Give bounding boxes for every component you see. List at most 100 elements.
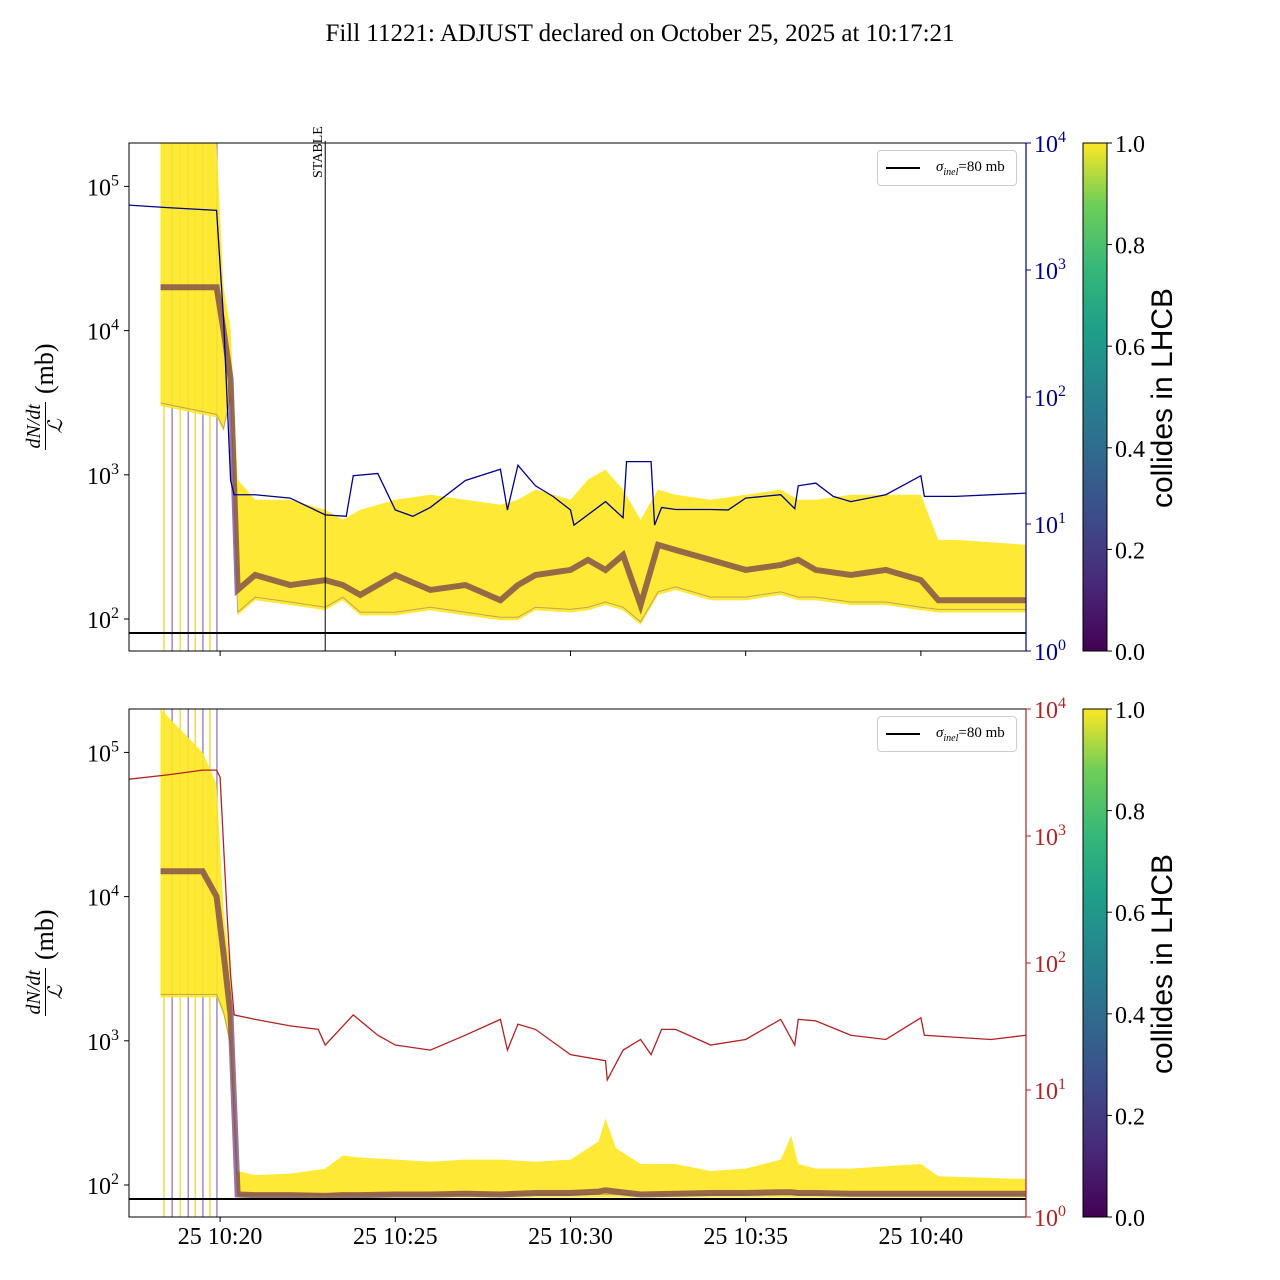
tick-base: 10 <box>1034 1206 1058 1232</box>
ytick-right-label: 102 <box>1034 949 1066 978</box>
bottom-ylabel: dN/dt ℒ (mb) <box>22 863 67 1063</box>
top-legend: σinel=80 mb <box>877 150 1017 186</box>
colorbar-tick-label: 0.6 <box>1115 335 1145 361</box>
tick-exponent: 4 <box>111 317 119 334</box>
ytick-left-label: 103 <box>87 1027 119 1056</box>
tick-base: 10 <box>87 320 111 346</box>
tick-exponent: 2 <box>111 605 119 622</box>
figure-title: Fill 11221: ADJUST declared on October 2… <box>325 20 955 47</box>
tick-base: 10 <box>87 1174 111 1200</box>
plot-area <box>129 709 1026 1217</box>
ylabel-numerator: dN/dt <box>22 968 46 1017</box>
legend-line-swatch <box>886 733 920 735</box>
plot-area <box>129 143 1026 651</box>
tick-exponent: 2 <box>1058 949 1066 966</box>
ylabel-denominator: ℒ <box>44 419 67 434</box>
colorbar-tick-label: 0.8 <box>1115 234 1145 260</box>
xtick-label: 25 10:20 <box>178 1224 263 1250</box>
ytick-right-label: 100 <box>1034 637 1066 666</box>
tick-base: 10 <box>87 608 111 634</box>
legend-label: σinel=80 mb <box>936 724 1005 744</box>
ytick-left-label: 105 <box>87 172 119 201</box>
tick-exponent: 3 <box>1058 822 1066 839</box>
bottom-legend: σinel=80 mb <box>877 716 1017 752</box>
xtick-label: 25 10:40 <box>879 1224 964 1250</box>
tick-exponent: 2 <box>1058 383 1066 400</box>
tick-base: 10 <box>87 741 111 767</box>
bottom-colorbar-label: collides in LHCB <box>1146 853 1179 1075</box>
ytick-left-label: 102 <box>87 605 119 634</box>
ytick-right-label: 101 <box>1034 510 1066 539</box>
tick-base: 10 <box>87 1030 111 1056</box>
bunch-median-purple <box>160 868 1026 1199</box>
tick-exponent: 2 <box>111 1171 119 1188</box>
ytick-right-label: 100 <box>1034 1203 1066 1232</box>
bunch-band-yellow <box>160 143 1026 625</box>
tick-base: 10 <box>1034 513 1058 539</box>
tick-exponent: 3 <box>111 461 119 478</box>
tick-base: 10 <box>1034 698 1058 724</box>
tick-base: 10 <box>1034 640 1058 666</box>
ytick-left-label: 104 <box>87 317 119 346</box>
bunch-lower-lines <box>160 993 1026 1195</box>
tick-exponent: 4 <box>111 883 119 900</box>
rate-line <box>129 769 1026 1083</box>
colorbar <box>1082 708 1108 1218</box>
colorbar-tick-label: 0.8 <box>1115 800 1145 826</box>
colorbar-tick-label: 0.2 <box>1115 538 1145 564</box>
rate-line <box>129 204 1026 527</box>
ylabel-unit: (mb) <box>30 343 59 395</box>
bunch-lower-lines <box>160 396 1026 623</box>
tick-base: 10 <box>1034 825 1058 851</box>
colorbar-tick-label: 0.4 <box>1115 437 1145 463</box>
tick-exponent: 3 <box>1058 256 1066 273</box>
ytick-left-label: 103 <box>87 461 119 490</box>
tick-exponent: 0 <box>1058 1203 1066 1220</box>
legend-label: σinel=80 mb <box>936 158 1005 178</box>
top-colorbar-label: collides in LHCB <box>1146 287 1179 509</box>
tick-exponent: 1 <box>1058 510 1066 527</box>
ytick-left-label: 104 <box>87 883 119 912</box>
tick-base: 10 <box>1034 952 1058 978</box>
ylabel-numerator: dN/dt <box>22 402 46 451</box>
colorbar <box>1082 142 1108 652</box>
ytick-left-label: 102 <box>87 1171 119 1200</box>
colorbar-tick-label: 0.4 <box>1115 1003 1145 1029</box>
axes-frame <box>128 708 1027 1218</box>
xtick-label: 25 10:30 <box>528 1224 613 1250</box>
tick-base: 10 <box>87 886 111 912</box>
tick-exponent: 1 <box>1058 1076 1066 1093</box>
tick-base: 10 <box>87 175 111 201</box>
ytick-right-label: 103 <box>1034 256 1066 285</box>
ytick-right-label: 101 <box>1034 1076 1066 1105</box>
tick-exponent: 4 <box>1058 695 1066 712</box>
ytick-right-label: 103 <box>1034 822 1066 851</box>
tick-base: 10 <box>1034 386 1058 412</box>
xtick-label: 25 10:35 <box>703 1224 788 1250</box>
tick-base: 10 <box>87 464 111 490</box>
tick-base: 10 <box>1034 259 1058 285</box>
tick-exponent: 5 <box>111 738 119 755</box>
tick-base: 10 <box>1034 132 1058 158</box>
ytick-right-label: 104 <box>1034 695 1066 724</box>
colorbar-tick-label: 0.0 <box>1115 640 1145 666</box>
tick-exponent: 4 <box>1058 129 1066 146</box>
colorbar-tick-label: 0.6 <box>1115 901 1145 927</box>
colorbar-tick-label: 0.2 <box>1115 1104 1145 1130</box>
ytick-left-label: 105 <box>87 738 119 767</box>
ytick-right-label: 102 <box>1034 383 1066 412</box>
ytick-right-label: 104 <box>1034 129 1066 158</box>
tick-exponent: 5 <box>111 172 119 189</box>
colorbar-tick-label: 1.0 <box>1115 132 1145 158</box>
tick-exponent: 3 <box>111 1027 119 1044</box>
tick-base: 10 <box>1034 1079 1058 1105</box>
tick-exponent: 0 <box>1058 637 1066 654</box>
bunch-band-yellow <box>160 709 1026 1198</box>
stable-marker-label: STABLE <box>311 126 326 178</box>
colorbar-tick-label: 1.0 <box>1115 698 1145 724</box>
bunch-median-purple <box>160 284 1026 615</box>
legend-line-swatch <box>886 167 920 169</box>
top-ylabel: dN/dt ℒ (mb) <box>22 297 67 497</box>
colorbar-tick-label: 0.0 <box>1115 1206 1145 1232</box>
ylabel-denominator: ℒ <box>44 985 67 1000</box>
